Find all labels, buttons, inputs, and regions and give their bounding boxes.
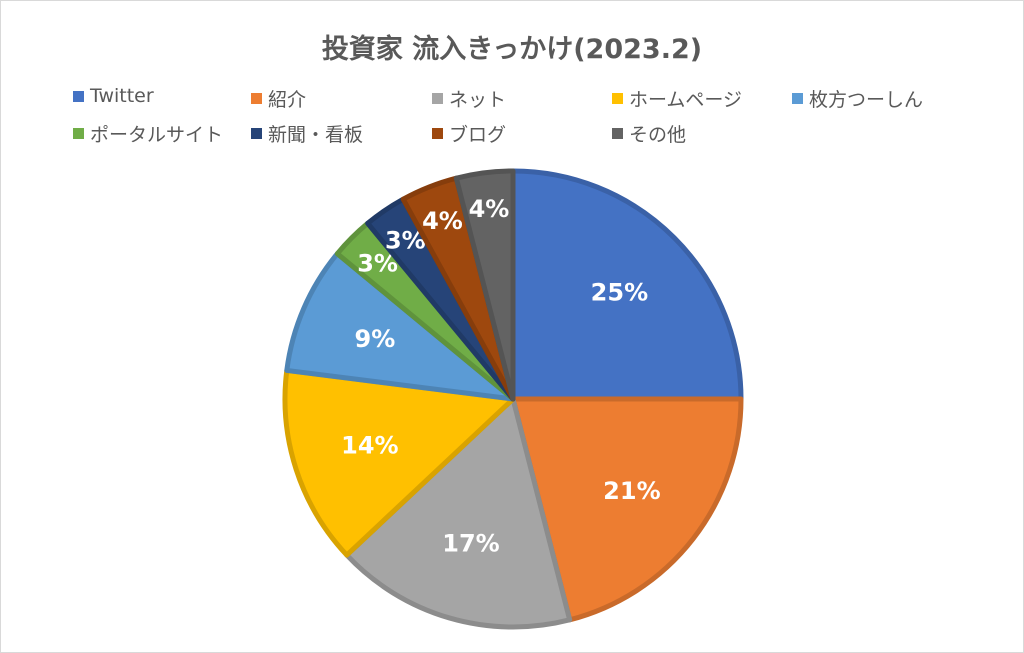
legend-item-newspaper: 新聞・看板 xyxy=(251,120,363,147)
legend-item-twitter: Twitter xyxy=(73,85,154,107)
legend-label: Twitter xyxy=(90,85,154,107)
legend-item-blog: ブログ xyxy=(432,120,506,147)
legend-item-net: ネット xyxy=(432,85,506,112)
legend-swatch xyxy=(612,128,623,139)
legend-swatch xyxy=(73,90,84,102)
pie-slice xyxy=(344,396,573,630)
legend-item-hirakata: 枚方つーしん xyxy=(792,85,923,112)
legend-label: ホームページ xyxy=(629,89,743,111)
pie-slice xyxy=(453,168,516,402)
legend-swatch xyxy=(432,93,443,104)
legend-item-other: その他 xyxy=(612,120,686,147)
legend-label: 枚方つーしん xyxy=(809,89,924,111)
pie-slice xyxy=(510,168,744,402)
chart-title: 投資家 流入きっかけ(2023.2) xyxy=(321,34,703,65)
chart-legend: Twitter 紹介 ネット ホームページ 枚方つーしん ポータルサイト 新聞・… xyxy=(1,1,1023,151)
legend-label: その他 xyxy=(629,124,687,146)
legend-label: ブログ xyxy=(449,124,507,146)
pie-slice xyxy=(282,367,516,558)
legend-swatch xyxy=(73,128,84,139)
slice-data-label: 25% xyxy=(591,279,648,307)
slice-data-label: 21% xyxy=(603,477,660,505)
pie-slice xyxy=(284,251,516,402)
legend-item-portal: ポータルサイト xyxy=(73,120,223,147)
pie-slice xyxy=(510,396,744,623)
legend-swatch xyxy=(792,93,803,104)
legend-label: ネット xyxy=(449,89,507,111)
slice-data-label: 9% xyxy=(355,325,396,353)
slice-data-label: 14% xyxy=(341,432,398,460)
slice-data-label: 4% xyxy=(469,195,510,223)
legend-swatch xyxy=(612,93,623,104)
legend-item-referral: 紹介 xyxy=(251,85,306,112)
slice-data-label: 4% xyxy=(422,207,463,235)
legend-label: 新聞・看板 xyxy=(268,124,364,146)
legend-swatch xyxy=(251,128,262,139)
legend-swatch xyxy=(251,93,262,104)
legend-swatch xyxy=(432,128,443,139)
legend-item-homepage: ホームページ xyxy=(612,85,742,112)
legend-label: 紹介 xyxy=(268,89,307,111)
slice-data-label: 17% xyxy=(442,530,499,558)
legend-label: ポータルサイト xyxy=(90,124,224,146)
